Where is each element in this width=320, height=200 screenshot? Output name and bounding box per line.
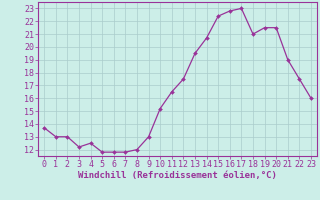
X-axis label: Windchill (Refroidissement éolien,°C): Windchill (Refroidissement éolien,°C) (78, 171, 277, 180)
